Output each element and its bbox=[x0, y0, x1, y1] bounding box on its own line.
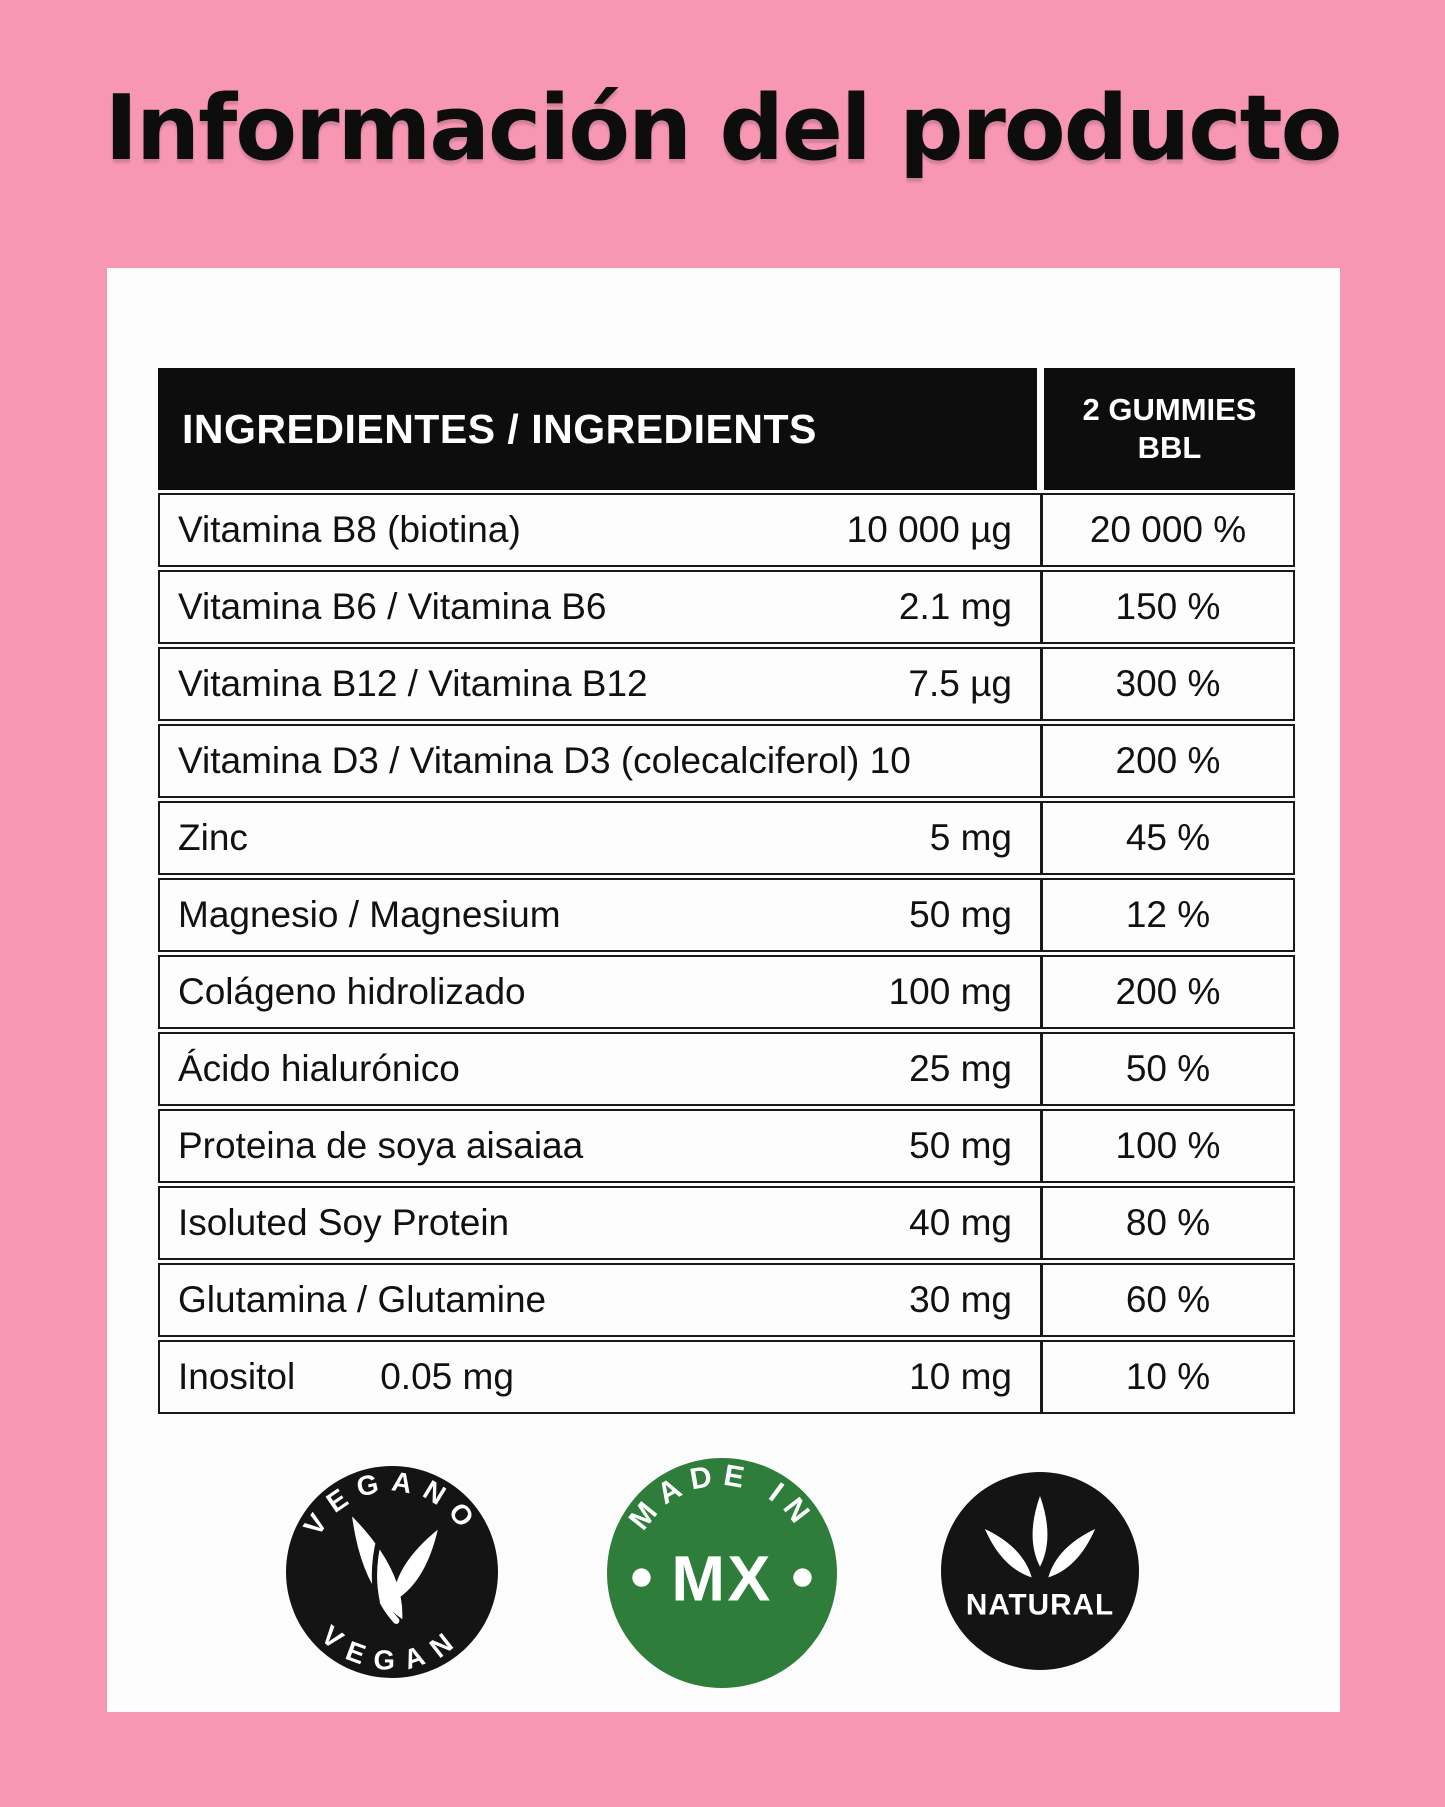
ingredient-amount: 7.5 µg bbox=[908, 663, 1012, 704]
ingredient-percent: 20 000 % bbox=[1040, 495, 1293, 565]
ingredient-cell: Isoluted Soy Protein 40 mg bbox=[160, 1188, 1040, 1258]
ingredient-name: Vitamina B6 / Vitamina B6 bbox=[178, 586, 607, 627]
leaf-icon bbox=[352, 1516, 438, 1624]
header-ingredients: INGREDIENTES / INGREDIENTS bbox=[158, 368, 1037, 490]
table-row: Vitamina B8 (biotina) 10 000 µg 20 000 % bbox=[158, 493, 1295, 567]
ingredient-name: Ácido hialurónico bbox=[178, 1048, 460, 1089]
page-title: Información del producto bbox=[104, 76, 1343, 182]
ingredient-name: Magnesio / Magnesium bbox=[178, 894, 561, 935]
ingredient-cell: Vitamina B8 (biotina) 10 000 µg bbox=[160, 495, 1040, 565]
left-dot-icon bbox=[632, 1568, 651, 1587]
ingredient-amount: 50 mg bbox=[909, 894, 1012, 935]
header-serving-line1: 2 GUMMIES bbox=[1082, 392, 1257, 427]
ingredient-amount: 40 mg bbox=[909, 1202, 1012, 1243]
ingredient-name: Isoluted Soy Protein bbox=[178, 1202, 510, 1243]
ingredient-name: Proteina de soya aisaiaa bbox=[178, 1125, 584, 1166]
ingredient-cell: Magnesio / Magnesium 50 mg bbox=[160, 880, 1040, 950]
natural-text: NATURAL bbox=[966, 1589, 1114, 1622]
ingredient-amount: 10 000 µg bbox=[846, 509, 1012, 550]
ingredient-cell: Vitamina B6 / Vitamina B6 2.1 mg bbox=[160, 572, 1040, 642]
ingredient-percent: 200 % bbox=[1040, 726, 1293, 796]
ingredient-percent: 12 % bbox=[1040, 880, 1293, 950]
ingredient-cell: Glutamina / Glutamine 30 mg bbox=[160, 1265, 1040, 1335]
ingredient-name: Vitamina B12 / Vitamina B12 bbox=[178, 663, 648, 704]
ingredient-amount: 5 mg bbox=[929, 817, 1012, 858]
ingredient-amount: 100 mg bbox=[888, 971, 1012, 1012]
ingredient-amount: 2.1 mg bbox=[898, 586, 1012, 627]
table-row: Magnesio / Magnesium 50 mg 12 % bbox=[158, 878, 1295, 952]
table-row: Glutamina / Glutamine 30 mg 60 % bbox=[158, 1263, 1295, 1337]
ingredient-name: Vitamina B8 (biotina) bbox=[178, 509, 521, 550]
ingredient-percent: 60 % bbox=[1040, 1265, 1293, 1335]
natural-badge-circle bbox=[941, 1472, 1139, 1670]
table-row: Ácido hialurónico 25 mg 50 % bbox=[158, 1032, 1295, 1106]
ingredient-cell: Zinc 5 mg bbox=[160, 803, 1040, 873]
ingredient-name: Vitamina D3 / Vitamina D3 (colecalcifero… bbox=[178, 740, 911, 781]
made-in-mx-badge-circle bbox=[607, 1458, 837, 1688]
ingredient-percent: 80 % bbox=[1040, 1188, 1293, 1258]
right-dot-icon bbox=[793, 1568, 812, 1587]
ingredient-cell: Vitamina D3 / Vitamina D3 (colecalcifero… bbox=[160, 726, 1040, 796]
natural-badge: NATURAL bbox=[941, 1472, 1139, 1670]
product-info-card: INGREDIENTES / INGREDIENTS 2 GUMMIES BBL… bbox=[107, 268, 1340, 1712]
ingredient-amount: 25 mg bbox=[909, 1048, 1012, 1089]
table-row: Colágeno hidrolizado 100 mg 200 % bbox=[158, 955, 1295, 1029]
table-row: Vitamina D3 / Vitamina D3 (colecalcifero… bbox=[158, 724, 1295, 798]
ingredient-cell: Proteina de soya aisaiaa 50 mg bbox=[160, 1111, 1040, 1181]
header-serving: 2 GUMMIES BBL bbox=[1044, 368, 1295, 490]
ingredient-extra-amount: 0.05 mg bbox=[380, 1356, 514, 1397]
petals-icon bbox=[984, 1496, 1096, 1578]
made-in-mx-badge: MADE IN MX bbox=[607, 1458, 837, 1688]
ingredient-percent: 150 % bbox=[1040, 572, 1293, 642]
header-serving-line2: BBL bbox=[1137, 430, 1202, 465]
ingredient-name: Glutamina / Glutamine bbox=[178, 1279, 547, 1320]
ingredient-percent: 50 % bbox=[1040, 1034, 1293, 1104]
ingredient-name: Zinc bbox=[178, 817, 248, 858]
ingredient-amount: 50 mg bbox=[909, 1125, 1012, 1166]
ingredient-cell: Vitamina B12 / Vitamina B12 7.5 µg bbox=[160, 649, 1040, 719]
mx-text: MX bbox=[671, 1543, 772, 1615]
ingredient-cell: Ácido hialurónico 25 mg bbox=[160, 1034, 1040, 1104]
ingredient-percent: 10 % bbox=[1040, 1342, 1293, 1412]
ingredients-table: INGREDIENTES / INGREDIENTS 2 GUMMIES BBL… bbox=[158, 368, 1295, 1417]
table-row: Isoluted Soy Protein 40 mg 80 % bbox=[158, 1186, 1295, 1260]
ingredient-name: Inositol bbox=[178, 1356, 296, 1397]
ingredient-percent: 300 % bbox=[1040, 649, 1293, 719]
ingredient-amount: 30 mg bbox=[909, 1279, 1012, 1320]
ingredient-percent: 100 % bbox=[1040, 1111, 1293, 1181]
table-row: Vitamina B6 / Vitamina B6 2.1 mg 150 % bbox=[158, 570, 1295, 644]
vegan-badge: VEGANO VEGAN bbox=[286, 1466, 498, 1678]
table-header-row: INGREDIENTES / INGREDIENTS 2 GUMMIES BBL bbox=[158, 368, 1295, 490]
table-row: Inositol 0.05 mg 10 mg 10 % bbox=[158, 1340, 1295, 1414]
ingredient-cell: Colágeno hidrolizado 100 mg bbox=[160, 957, 1040, 1027]
table-row: Vitamina B12 / Vitamina B12 7.5 µg 300 % bbox=[158, 647, 1295, 721]
table-row: Proteina de soya aisaiaa 50 mg 100 % bbox=[158, 1109, 1295, 1183]
ingredient-amount: 10 mg bbox=[909, 1356, 1012, 1397]
ingredient-percent: 200 % bbox=[1040, 957, 1293, 1027]
ingredient-cell: Inositol 0.05 mg 10 mg bbox=[160, 1342, 1040, 1412]
table-row: Zinc 5 mg 45 % bbox=[158, 801, 1295, 875]
ingredient-name: Colágeno hidrolizado bbox=[178, 971, 526, 1012]
table-body: Vitamina B8 (biotina) 10 000 µg 20 000 %… bbox=[158, 493, 1295, 1414]
ingredient-percent: 45 % bbox=[1040, 803, 1293, 873]
